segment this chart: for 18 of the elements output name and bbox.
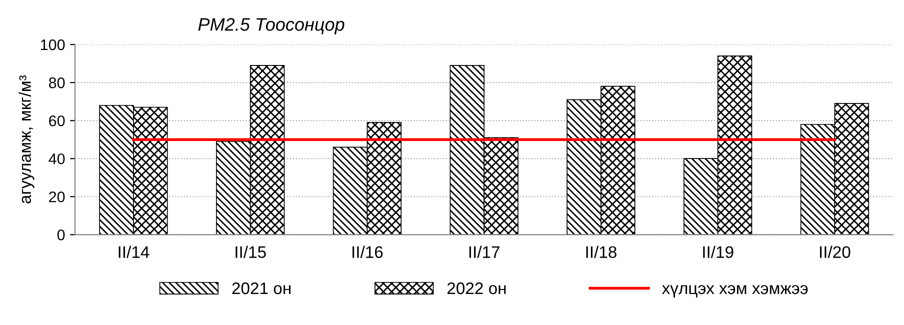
legend-label: 2021 он bbox=[232, 282, 290, 294]
y-axis-title: агууламж, мкг/м³ bbox=[18, 75, 34, 204]
legend-label: хүлцэх хэм хэмжээ bbox=[662, 285, 808, 298]
x-tick-label: II/17 bbox=[469, 246, 500, 258]
x-tick-label: II/15 bbox=[236, 246, 266, 258]
y-tick-label: 60 bbox=[49, 115, 65, 126]
y-tick-label: 100 bbox=[40, 39, 65, 50]
x-tick-label: II/16 bbox=[352, 246, 383, 258]
x-tick-label: II/18 bbox=[586, 246, 616, 258]
legend-label: 2022 он bbox=[447, 282, 506, 294]
y-tick-label: 80 bbox=[48, 77, 65, 88]
y-tick-label: 20 bbox=[49, 191, 65, 202]
x-tick-label: II/14 bbox=[118, 246, 150, 258]
y-tick-label: 0 bbox=[57, 230, 65, 240]
x-tick-label: II/19 bbox=[703, 246, 734, 258]
chart-title: PM2.5 Тоосонцор bbox=[198, 18, 344, 34]
x-tick-label: II/20 bbox=[820, 246, 850, 258]
y-tick-label: 40 bbox=[48, 153, 65, 164]
